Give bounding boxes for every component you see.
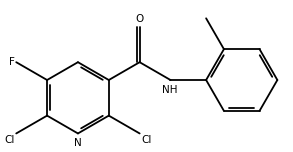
Text: Cl: Cl xyxy=(142,135,152,145)
Text: N: N xyxy=(74,138,82,148)
Text: Cl: Cl xyxy=(4,135,14,145)
Text: O: O xyxy=(136,14,144,24)
Text: NH: NH xyxy=(162,85,178,95)
Text: F: F xyxy=(8,57,14,67)
